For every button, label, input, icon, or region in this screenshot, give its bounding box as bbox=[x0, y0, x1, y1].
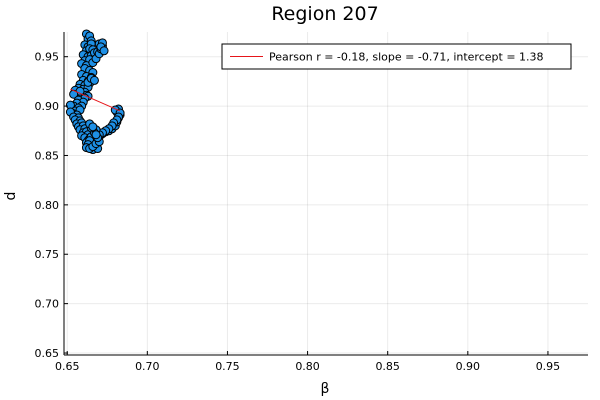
x-tick-label: 0.95 bbox=[536, 360, 561, 373]
x-axis-label: β bbox=[321, 381, 330, 397]
fit-line-group bbox=[70, 88, 121, 112]
axes bbox=[63, 32, 588, 356]
legend: Pearson r = -0.18, slope = -0.71, interc… bbox=[221, 43, 572, 70]
data-point bbox=[91, 130, 101, 140]
data-point bbox=[89, 75, 99, 85]
y-tick-label: 0.70 bbox=[35, 298, 60, 311]
data-point bbox=[99, 46, 109, 56]
legend-label: Pearson r = -0.18, slope = -0.71, interc… bbox=[269, 51, 544, 64]
x-tick-label: 0.85 bbox=[375, 360, 400, 373]
data-point bbox=[88, 122, 98, 132]
y-tick-label: 0.90 bbox=[35, 100, 60, 113]
x-tick-label: 0.65 bbox=[55, 360, 80, 373]
x-tick-label: 0.75 bbox=[215, 360, 240, 373]
y-tick-label: 0.95 bbox=[35, 51, 60, 64]
y-tick-label: 0.65 bbox=[35, 347, 60, 360]
y-axis-label: d bbox=[3, 192, 19, 201]
x-tick-label: 0.70 bbox=[135, 360, 160, 373]
x-tick-label: 0.80 bbox=[295, 360, 320, 373]
grid bbox=[64, 32, 588, 355]
y-tick-label: 0.80 bbox=[35, 199, 60, 212]
fit-line bbox=[70, 88, 121, 112]
y-tick-label: 0.75 bbox=[35, 248, 60, 261]
x-tick-label: 0.90 bbox=[456, 360, 481, 373]
data-points bbox=[65, 29, 125, 155]
tick-labels: 0.65 0.70 0.75 0.80 0.85 0.90 0.95 0.65 0.70 0.75… bbox=[35, 51, 561, 373]
chart-title: Region 207 bbox=[271, 3, 378, 25]
legend-box bbox=[221, 43, 572, 70]
y-tick-label: 0.85 bbox=[35, 149, 60, 162]
